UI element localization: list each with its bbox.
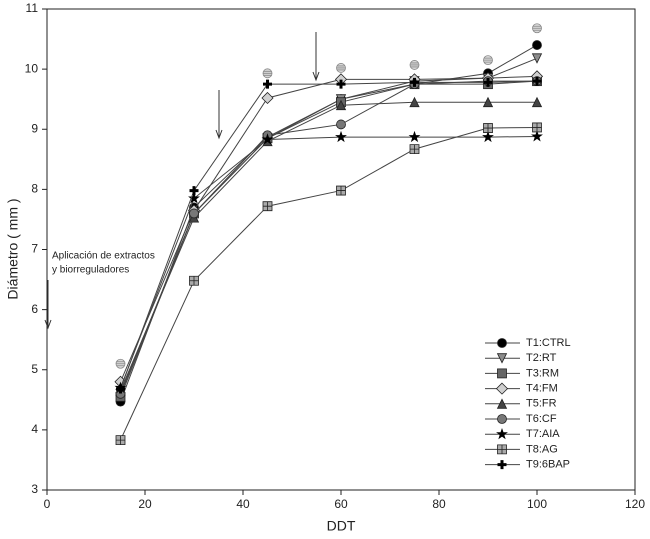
legend-label: T1:CTRL bbox=[526, 337, 571, 349]
marker bbox=[483, 55, 493, 65]
arrow bbox=[312, 32, 320, 82]
series-line bbox=[120, 101, 537, 391]
marker bbox=[336, 63, 346, 73]
marker bbox=[336, 119, 346, 130]
y-tick-label: 6 bbox=[31, 302, 38, 316]
legend-label: T8:AG bbox=[526, 443, 558, 455]
legend-label: T7:AIA bbox=[526, 428, 560, 440]
series-line bbox=[120, 135, 538, 388]
marker bbox=[496, 398, 508, 409]
legend-label: T6:CF bbox=[526, 413, 557, 425]
x-tick-label: 60 bbox=[334, 497, 348, 511]
x-tick-label: 0 bbox=[44, 497, 51, 511]
y-tick-label: 3 bbox=[31, 482, 38, 496]
arrows bbox=[44, 32, 320, 330]
marker bbox=[409, 144, 420, 154]
marker bbox=[482, 130, 494, 143]
marker bbox=[263, 79, 272, 89]
marker bbox=[497, 460, 507, 470]
legend-label: T4:FM bbox=[526, 383, 558, 395]
marker bbox=[262, 201, 273, 212]
marker bbox=[532, 76, 542, 86]
y-tick-label: 5 bbox=[31, 362, 38, 376]
marker bbox=[495, 382, 509, 395]
marker bbox=[532, 122, 542, 133]
y-tick-label: 9 bbox=[31, 121, 38, 135]
arrow bbox=[215, 90, 223, 140]
marker bbox=[261, 91, 274, 105]
marker bbox=[115, 358, 126, 369]
x-tick-label: 20 bbox=[138, 497, 152, 511]
x-tick-label: 80 bbox=[432, 497, 446, 511]
marker bbox=[115, 435, 126, 445]
y-tick-label: 10 bbox=[25, 61, 39, 75]
series-line bbox=[120, 75, 538, 382]
marker bbox=[483, 123, 493, 133]
marker bbox=[335, 99, 347, 111]
marker bbox=[409, 96, 420, 108]
marker bbox=[335, 130, 347, 143]
x-tick-label: 40 bbox=[236, 497, 250, 511]
marker bbox=[409, 60, 420, 70]
annotation: Aplicación de extractos bbox=[52, 251, 155, 262]
x-tick-label: 100 bbox=[527, 497, 547, 511]
legend-label: T9:6BAP bbox=[526, 459, 570, 471]
marker bbox=[496, 427, 508, 440]
x-tick-label: 120 bbox=[625, 497, 645, 511]
annotation: y biorreguladores bbox=[52, 265, 129, 276]
y-axis-label: Diámetro ( mm ) bbox=[5, 198, 21, 299]
y-tick-label: 7 bbox=[31, 242, 38, 256]
marker bbox=[531, 96, 543, 108]
marker bbox=[189, 208, 199, 219]
marker bbox=[408, 130, 421, 143]
marker bbox=[497, 414, 507, 424]
marker bbox=[483, 77, 493, 87]
marker bbox=[410, 77, 419, 87]
marker bbox=[532, 40, 542, 50]
marker bbox=[496, 353, 508, 364]
marker bbox=[188, 192, 200, 204]
marker bbox=[262, 68, 273, 79]
marker bbox=[336, 79, 346, 89]
marker bbox=[116, 384, 125, 394]
series-line bbox=[120, 44, 538, 402]
marker bbox=[531, 130, 543, 142]
marker bbox=[261, 133, 274, 145]
marker bbox=[532, 23, 542, 34]
marker bbox=[497, 368, 507, 379]
marker bbox=[336, 185, 346, 196]
marker bbox=[189, 186, 199, 196]
series-line bbox=[120, 126, 538, 441]
x-axis-label: DDT bbox=[327, 518, 356, 534]
marker bbox=[497, 444, 507, 455]
marker bbox=[189, 275, 199, 286]
marker bbox=[497, 338, 507, 348]
y-tick-label: 8 bbox=[31, 182, 38, 196]
marker bbox=[531, 53, 543, 64]
y-tick-label: 11 bbox=[26, 1, 39, 15]
marker bbox=[482, 96, 494, 108]
legend-label: T3:RM bbox=[526, 367, 559, 379]
y-tick-label: 4 bbox=[31, 422, 38, 436]
legend-label: T2:RT bbox=[526, 352, 557, 364]
arrow bbox=[44, 280, 52, 330]
legend-label: T5:FR bbox=[526, 398, 557, 410]
series-line bbox=[120, 80, 538, 397]
